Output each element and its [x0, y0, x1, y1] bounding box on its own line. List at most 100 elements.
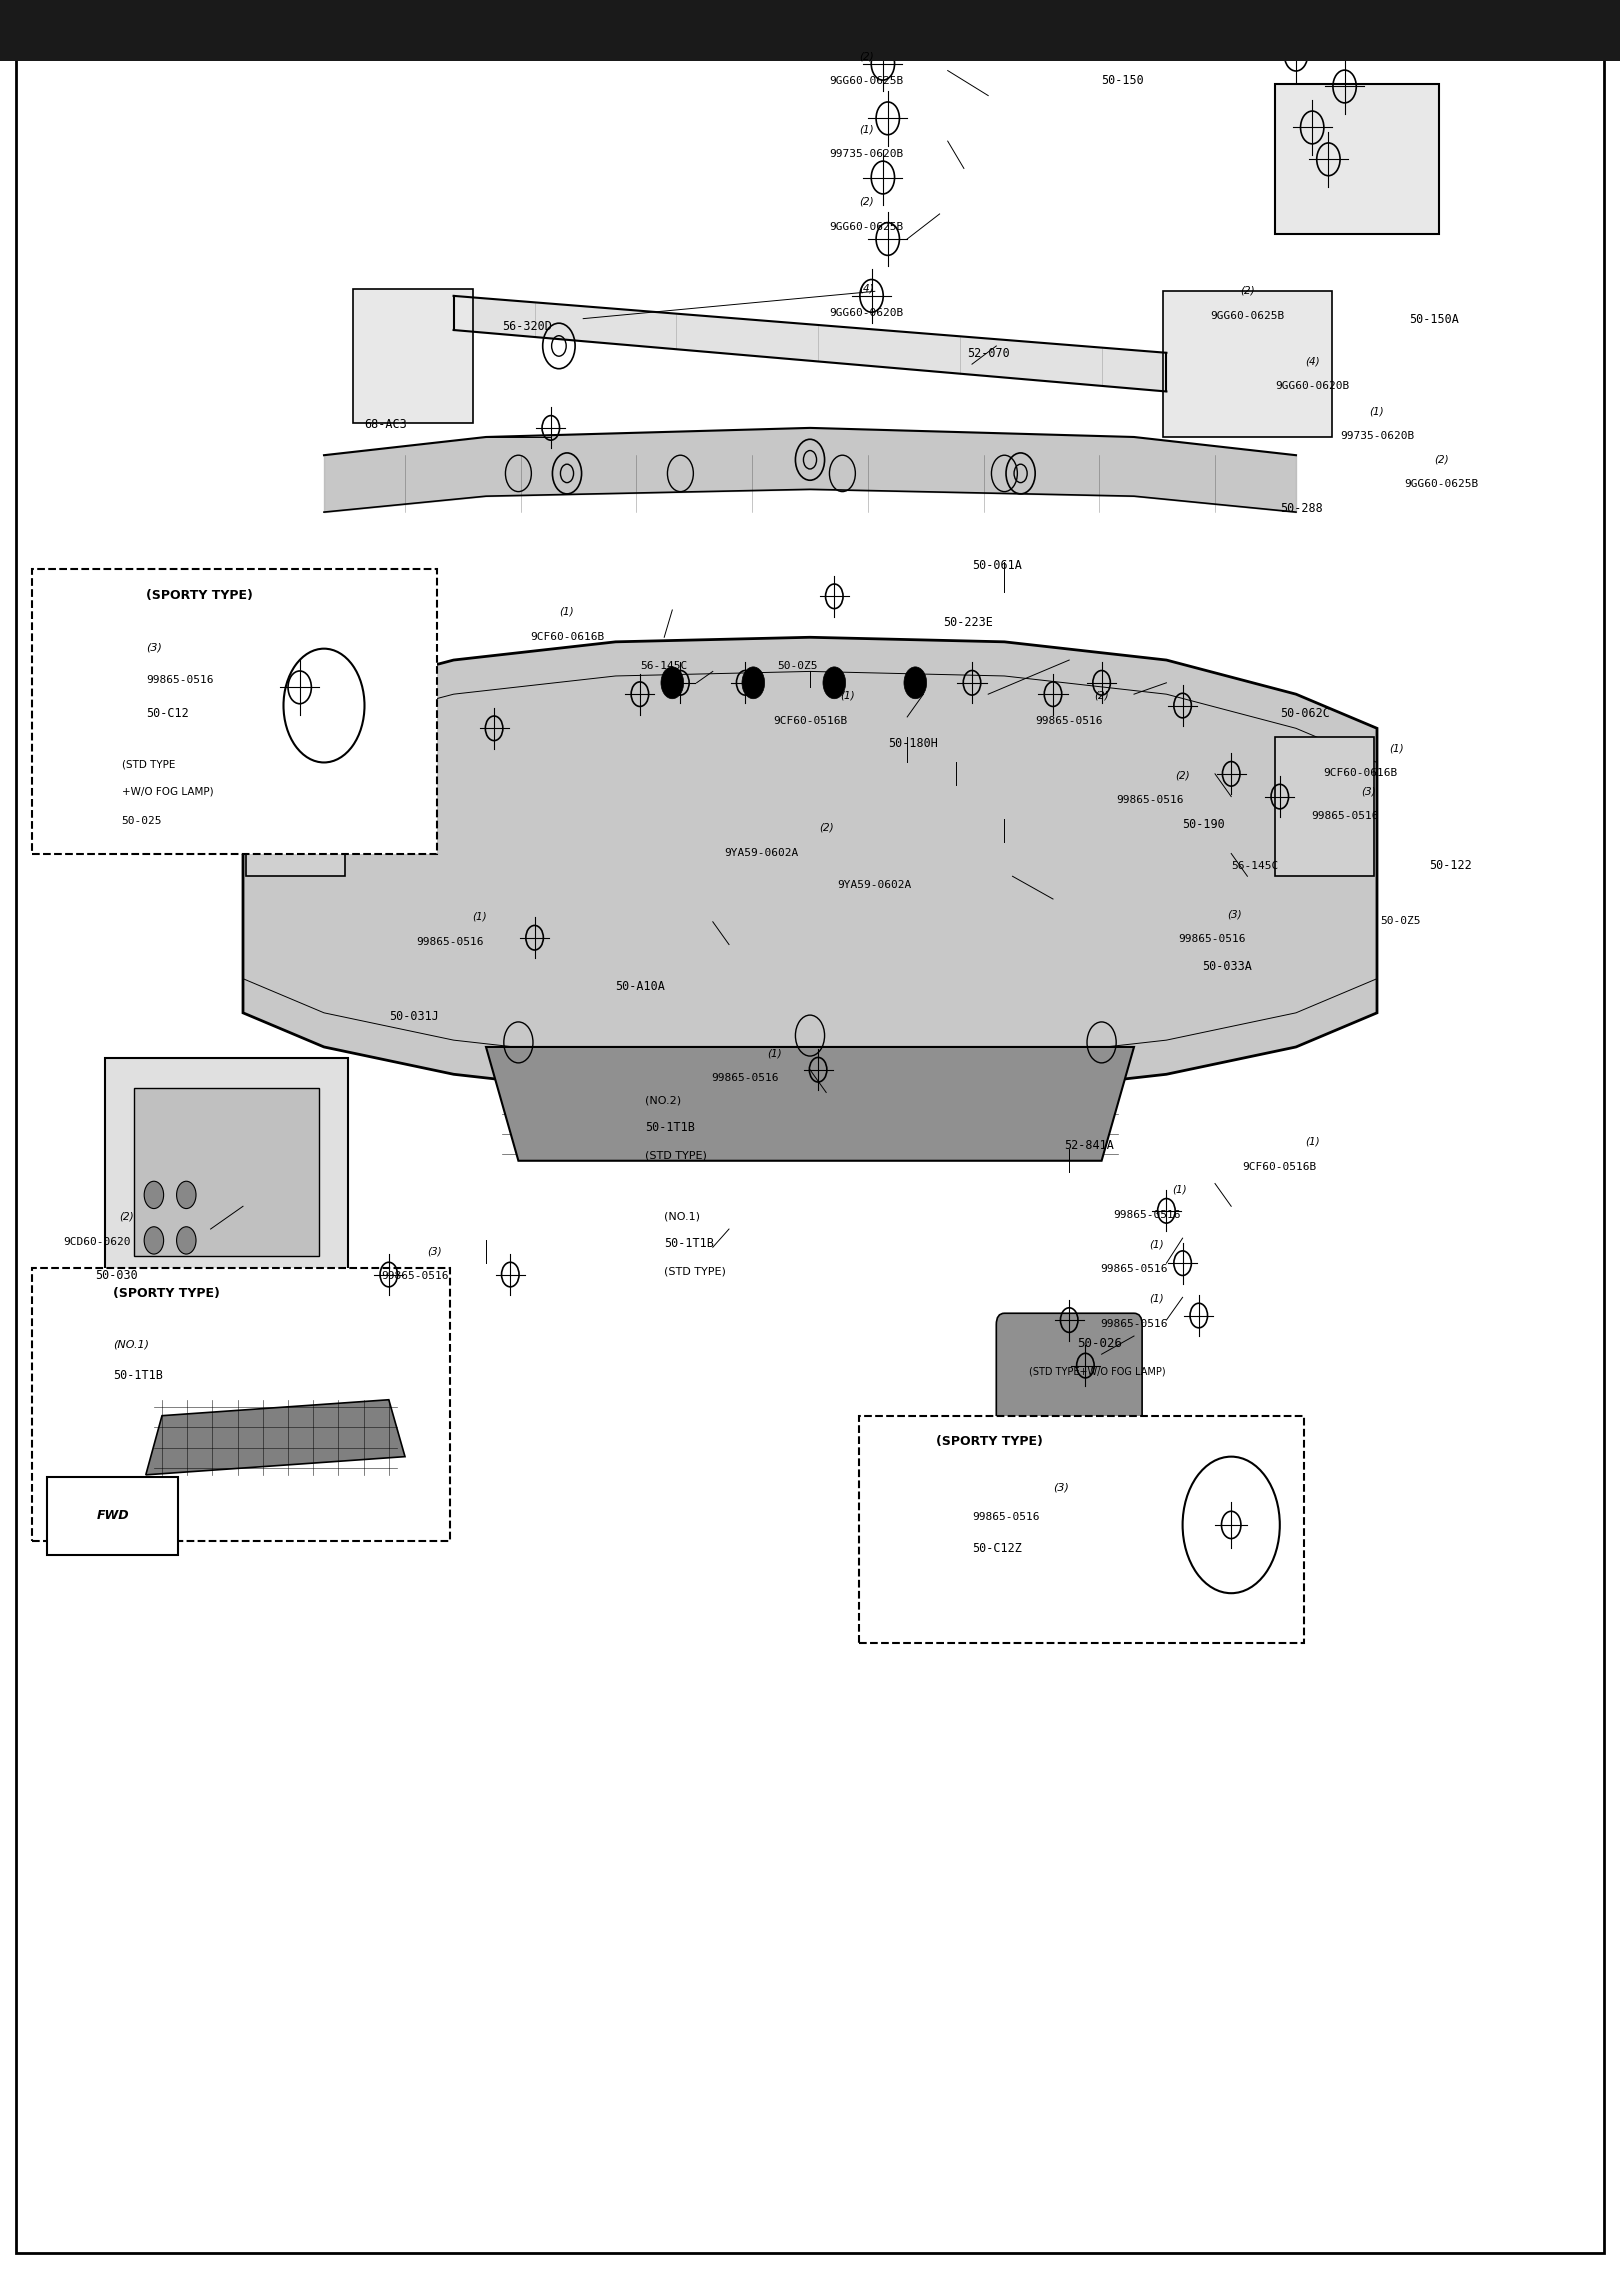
Polygon shape — [146, 1400, 405, 1475]
Text: (STD TYPE): (STD TYPE) — [645, 1149, 706, 1161]
Text: 50-150: 50-150 — [1102, 75, 1144, 86]
FancyBboxPatch shape — [32, 569, 437, 854]
Text: (3): (3) — [146, 642, 162, 653]
Text: (2): (2) — [1434, 453, 1450, 464]
Text: (1): (1) — [859, 123, 875, 134]
FancyBboxPatch shape — [1163, 291, 1332, 437]
Text: 9YA59-0602A: 9YA59-0602A — [724, 847, 799, 858]
Text: (1): (1) — [1171, 1184, 1187, 1195]
Text: (4): (4) — [859, 282, 875, 294]
Text: 50-C12: 50-C12 — [146, 708, 188, 719]
Text: 9CD60-0620: 9CD60-0620 — [63, 1236, 131, 1247]
Text: 9GG60-0625B: 9GG60-0625B — [1210, 310, 1285, 321]
Text: 50-1T1B: 50-1T1B — [664, 1238, 714, 1250]
Text: 50-061A: 50-061A — [972, 560, 1022, 571]
Text: 50-190: 50-190 — [1183, 819, 1225, 831]
Text: 50-122: 50-122 — [1429, 860, 1471, 872]
Text: (NO.1): (NO.1) — [664, 1211, 700, 1222]
Text: 52-841A: 52-841A — [1064, 1140, 1115, 1152]
Text: 56-320D: 56-320D — [502, 321, 552, 332]
Text: (3): (3) — [426, 1245, 442, 1256]
Text: (2): (2) — [818, 822, 834, 833]
FancyBboxPatch shape — [134, 1088, 319, 1256]
Text: (1): (1) — [1369, 405, 1385, 417]
Text: 50-288: 50-288 — [1280, 503, 1322, 514]
FancyBboxPatch shape — [859, 1416, 1304, 1643]
Text: 99865-0516: 99865-0516 — [711, 1072, 779, 1083]
Text: 56-145C: 56-145C — [1231, 860, 1278, 872]
Text: 9GG60-0625B: 9GG60-0625B — [829, 221, 904, 232]
Text: 9CF60-0516B: 9CF60-0516B — [1243, 1161, 1317, 1172]
FancyBboxPatch shape — [47, 1477, 178, 1555]
Text: (3): (3) — [1361, 785, 1377, 797]
Text: 9GG60-0625B: 9GG60-0625B — [829, 75, 904, 86]
Text: 50-030: 50-030 — [96, 1270, 138, 1281]
Text: 50-1T1B: 50-1T1B — [645, 1122, 695, 1133]
Circle shape — [661, 667, 684, 699]
Text: 99865-0516: 99865-0516 — [1100, 1318, 1168, 1329]
Text: 99865-0516: 99865-0516 — [1100, 1263, 1168, 1275]
Text: 9CF60-0616B: 9CF60-0616B — [1324, 767, 1398, 778]
Text: 99865-0516: 99865-0516 — [1311, 810, 1379, 822]
Text: (NO.1): (NO.1) — [113, 1338, 149, 1350]
Text: 9GG60-0620B: 9GG60-0620B — [1275, 380, 1349, 391]
Circle shape — [144, 1227, 164, 1254]
Text: (2): (2) — [859, 196, 875, 207]
Text: 50-223E: 50-223E — [943, 617, 993, 628]
Text: 50-180H: 50-180H — [888, 737, 938, 749]
Text: 50-026: 50-026 — [1077, 1338, 1123, 1350]
Text: (2): (2) — [118, 1211, 134, 1222]
Text: 56-145C: 56-145C — [640, 660, 687, 671]
Text: (1): (1) — [839, 690, 855, 701]
Text: (SPORTY TYPE): (SPORTY TYPE) — [146, 589, 253, 601]
Text: 50-C12Z: 50-C12Z — [972, 1543, 1022, 1555]
Text: (2): (2) — [1094, 690, 1110, 701]
Circle shape — [177, 1181, 196, 1209]
Text: +W/O FOG LAMP): +W/O FOG LAMP) — [122, 785, 214, 797]
Text: 9YA59-0602A: 9YA59-0602A — [838, 879, 912, 890]
Text: (STD TYPE+W/O FOG LAMP): (STD TYPE+W/O FOG LAMP) — [1029, 1366, 1165, 1377]
Circle shape — [177, 1227, 196, 1254]
Text: 50-A10A: 50-A10A — [616, 981, 666, 992]
Text: 68-AC3: 68-AC3 — [364, 419, 407, 430]
FancyBboxPatch shape — [32, 1268, 450, 1541]
Circle shape — [144, 1181, 164, 1209]
Text: 9CF60-0516B: 9CF60-0516B — [773, 715, 847, 726]
Text: (SPORTY TYPE): (SPORTY TYPE) — [936, 1436, 1043, 1448]
Text: 50-150A: 50-150A — [1409, 314, 1460, 325]
Polygon shape — [243, 637, 1377, 1097]
Text: 99735-0620B: 99735-0620B — [829, 148, 904, 159]
Text: (1): (1) — [1149, 1238, 1165, 1250]
FancyBboxPatch shape — [996, 1313, 1142, 1427]
Circle shape — [904, 667, 927, 699]
FancyBboxPatch shape — [1275, 737, 1374, 876]
Text: (4): (4) — [1304, 355, 1320, 366]
Text: 99865-0516: 99865-0516 — [381, 1270, 449, 1281]
Text: (STD TYPE: (STD TYPE — [122, 758, 175, 769]
Text: 99865-0516: 99865-0516 — [1113, 1209, 1181, 1220]
Text: (STD TYPE): (STD TYPE) — [664, 1265, 726, 1277]
Text: 99865-0516: 99865-0516 — [972, 1511, 1040, 1523]
Text: 50-062C: 50-062C — [1280, 708, 1330, 719]
Text: (2): (2) — [1239, 284, 1256, 296]
Text: (2): (2) — [859, 50, 875, 61]
Circle shape — [823, 667, 846, 699]
Text: 50-025: 50-025 — [122, 815, 162, 826]
FancyBboxPatch shape — [0, 0, 1620, 61]
Text: 99865-0516: 99865-0516 — [416, 935, 484, 947]
Text: 50-0Z5: 50-0Z5 — [1380, 915, 1421, 926]
Text: (1): (1) — [766, 1047, 782, 1058]
Text: (1): (1) — [471, 910, 488, 922]
Text: FWD: FWD — [97, 1509, 130, 1523]
Polygon shape — [486, 1047, 1134, 1161]
FancyBboxPatch shape — [353, 289, 473, 423]
FancyBboxPatch shape — [105, 1058, 348, 1286]
Text: 50-033A: 50-033A — [1202, 960, 1252, 972]
Text: (SPORTY TYPE): (SPORTY TYPE) — [113, 1288, 220, 1300]
Text: 50-031J: 50-031J — [389, 1011, 439, 1022]
FancyBboxPatch shape — [246, 737, 345, 876]
Text: (3): (3) — [1053, 1482, 1069, 1493]
Text: 9CF60-0616B: 9CF60-0616B — [530, 630, 604, 642]
Text: 50-0Z5: 50-0Z5 — [778, 660, 818, 671]
Text: 50-1T1B: 50-1T1B — [113, 1370, 164, 1382]
